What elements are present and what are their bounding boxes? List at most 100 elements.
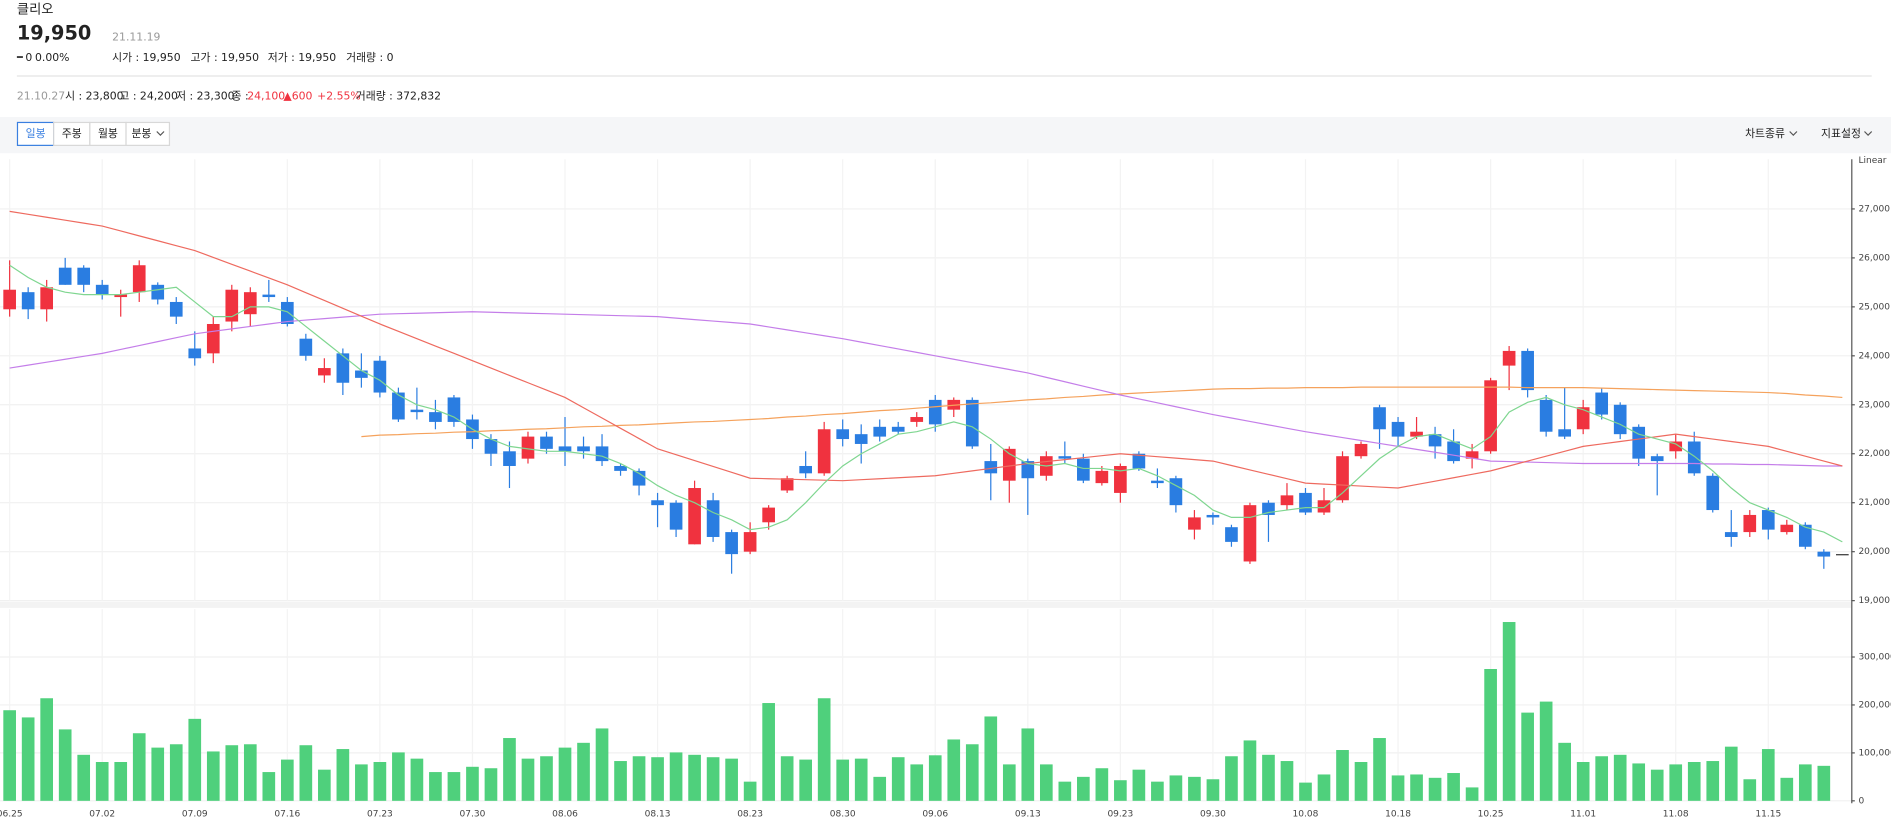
candle-body [1595, 392, 1609, 415]
volume-bar [132, 733, 146, 801]
volume-bar [355, 764, 368, 801]
info-low: 저 : 23,300 [176, 90, 235, 103]
candle-body [1021, 461, 1035, 479]
volume-bar [77, 754, 91, 801]
candle-body [336, 353, 350, 383]
volume-bar [984, 716, 998, 801]
period-label[interactable]: 일봉 [26, 126, 46, 140]
volume-bar [1706, 761, 1720, 801]
candle-body [1669, 441, 1683, 452]
volume-bar [280, 759, 294, 801]
volume-bar [1058, 781, 1072, 801]
candle-body [891, 426, 905, 432]
candle-body [280, 301, 294, 324]
candle-body [1410, 431, 1423, 437]
menu-label[interactable]: 차트종류 [1745, 127, 1785, 140]
candle-body [1151, 480, 1164, 484]
volume-bar [373, 762, 387, 801]
x-tick-label: 10.18 [1385, 810, 1411, 820]
volume-bar [1465, 787, 1479, 801]
volume-bar [1558, 742, 1571, 801]
candle-body [1058, 456, 1072, 459]
candle-body [447, 397, 461, 422]
x-tick-label: 11.15 [1755, 810, 1781, 820]
y-tick-label: 300,000 [1858, 653, 1891, 663]
volume-bar [910, 764, 924, 801]
candle-body [40, 287, 54, 310]
chevron [156, 131, 165, 136]
candle-body [1299, 492, 1312, 513]
volume-bar [891, 757, 905, 801]
period-label[interactable]: 분봉 [131, 127, 151, 140]
volume-bar [1650, 769, 1664, 801]
candle-body [614, 465, 627, 471]
candle-body [1280, 495, 1294, 506]
menu-label[interactable]: 지표설정 [1821, 127, 1861, 140]
volume-bar [95, 762, 109, 801]
volume-bar [651, 757, 664, 801]
volume-bar [299, 745, 313, 801]
info-high: 고 : 24,200 [119, 90, 178, 103]
candle-body [799, 465, 812, 474]
candle-body [1502, 350, 1516, 366]
candle-body [77, 267, 91, 285]
x-tick-label: 07.09 [182, 810, 208, 820]
volume-bar [1373, 738, 1386, 801]
candle-body [1447, 441, 1460, 462]
period-label[interactable]: 주봉 [62, 127, 82, 140]
candle-body [1373, 407, 1386, 430]
candle-body [706, 500, 720, 537]
info-close-label: 종 : [232, 90, 249, 103]
volume-bar [1817, 765, 1831, 801]
y-tick-label: 21,000 [1858, 498, 1890, 508]
volume-bar [1521, 712, 1534, 801]
candle-body [225, 289, 239, 322]
volume-bar [225, 745, 239, 801]
candle-body [743, 532, 757, 552]
candle-body [243, 292, 257, 315]
volume-bar [410, 758, 424, 801]
candle-body [206, 323, 220, 354]
volume-bar [1502, 622, 1516, 801]
volume-bar [1354, 762, 1368, 801]
candle-body [1169, 478, 1183, 506]
x-tick-label: 08.30 [830, 810, 856, 820]
period-label[interactable]: 월봉 [98, 127, 118, 140]
candle-body [669, 502, 683, 530]
volume-bar [1484, 669, 1497, 801]
info-close: 24,100 [247, 90, 285, 103]
y-tick-label: 26,000 [1858, 253, 1890, 263]
candle-body [503, 451, 516, 466]
moving-average-line [9, 311, 1843, 467]
volume-bar [1039, 764, 1053, 801]
x-tick-label: 08.06 [552, 810, 578, 820]
stat: 저가 : 19,950 [268, 51, 337, 64]
y-tick-label: 25,000 [1858, 302, 1890, 312]
candle-body [595, 446, 609, 462]
candle-body [188, 348, 202, 359]
volume-bar [1114, 780, 1127, 801]
x-tick-label: 07.30 [460, 810, 486, 820]
volume-bar [206, 751, 220, 801]
x-tick-label: 11.08 [1663, 810, 1689, 820]
volume-bar [1151, 781, 1164, 801]
candle-body [1761, 510, 1775, 530]
x-tick-label: 09.06 [922, 810, 948, 820]
candle-body [1743, 514, 1757, 533]
price-date: 21.11.19 [112, 30, 160, 43]
volume-bar [706, 757, 720, 801]
candle-body [1817, 551, 1831, 557]
candle-body [1465, 451, 1479, 459]
candle-body [521, 436, 535, 459]
volume-bar [318, 769, 331, 801]
stock-name: 클리오 [17, 2, 54, 18]
period-button[interactable] [125, 121, 171, 146]
volume-bar [1243, 740, 1257, 801]
volume-bar [58, 729, 72, 801]
volume-bar [558, 747, 572, 801]
volume-bar [799, 759, 812, 801]
x-tick-label: 08.23 [737, 810, 763, 820]
y-tick-label: 22,000 [1858, 449, 1890, 459]
x-tick-label: 09.30 [1200, 810, 1226, 820]
candle-body [836, 429, 850, 440]
